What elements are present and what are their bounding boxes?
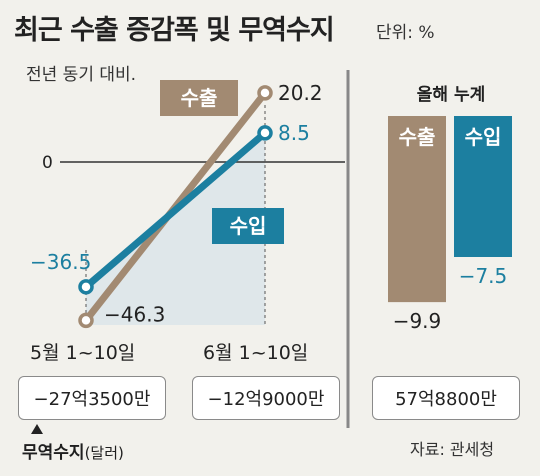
up-arrow-icon bbox=[31, 424, 43, 434]
cumulative-import-value: −7.5 bbox=[459, 264, 508, 288]
cumulative-export-value: −9.9 bbox=[393, 309, 442, 333]
import-point-may bbox=[78, 279, 94, 295]
export-value-may: −46.3 bbox=[104, 302, 165, 326]
cumulative-export-bar bbox=[388, 116, 446, 303]
source-label: 자료: 관세청 bbox=[410, 440, 495, 459]
chart-subtitle: 전년 동기 대비. bbox=[26, 65, 137, 85]
chart-title: 최근 수출 증감폭 및 무역수지 bbox=[14, 15, 335, 46]
export-series-tag: 수출 bbox=[160, 80, 238, 116]
import-shade-area bbox=[86, 132, 265, 325]
trade-balance-may: −27억3500만 bbox=[18, 376, 166, 420]
x-label-june: 6월 1~10일 bbox=[203, 342, 309, 364]
import-series-tag-label: 수입 bbox=[230, 214, 267, 238]
import-series-line bbox=[82, 129, 269, 291]
trade-balance-june: −12억9000만 bbox=[192, 376, 340, 420]
import-series-tag: 수입 bbox=[212, 208, 284, 244]
import-value-may: −36.5 bbox=[30, 250, 91, 274]
export-value-june: 20.2 bbox=[278, 81, 323, 105]
export-point-may bbox=[78, 312, 94, 329]
import-value-june: 8.5 bbox=[278, 121, 310, 145]
unit-label: 단위: % bbox=[376, 23, 435, 43]
zero-tick-label: 0 bbox=[42, 153, 53, 173]
export-series-tag-label: 수출 bbox=[181, 86, 218, 110]
cumulative-import-bar bbox=[454, 116, 512, 257]
trade-balance-cumulative: 57억8800만 bbox=[372, 376, 520, 420]
cumulative-title: 올해 누계 bbox=[416, 85, 486, 105]
cumulative-import-bar-label: 수입 bbox=[465, 125, 502, 149]
import-point-june bbox=[257, 125, 273, 141]
trade-balance-label: 무역수지(달러) bbox=[22, 438, 124, 463]
cumulative-export-bar-label: 수출 bbox=[399, 125, 436, 149]
trade-balance-label-unit: (달러) bbox=[84, 444, 124, 462]
x-label-may: 5월 1~10일 bbox=[30, 342, 136, 364]
trade-balance-label-text: 무역수지 bbox=[22, 443, 85, 463]
export-point-june bbox=[257, 85, 273, 101]
